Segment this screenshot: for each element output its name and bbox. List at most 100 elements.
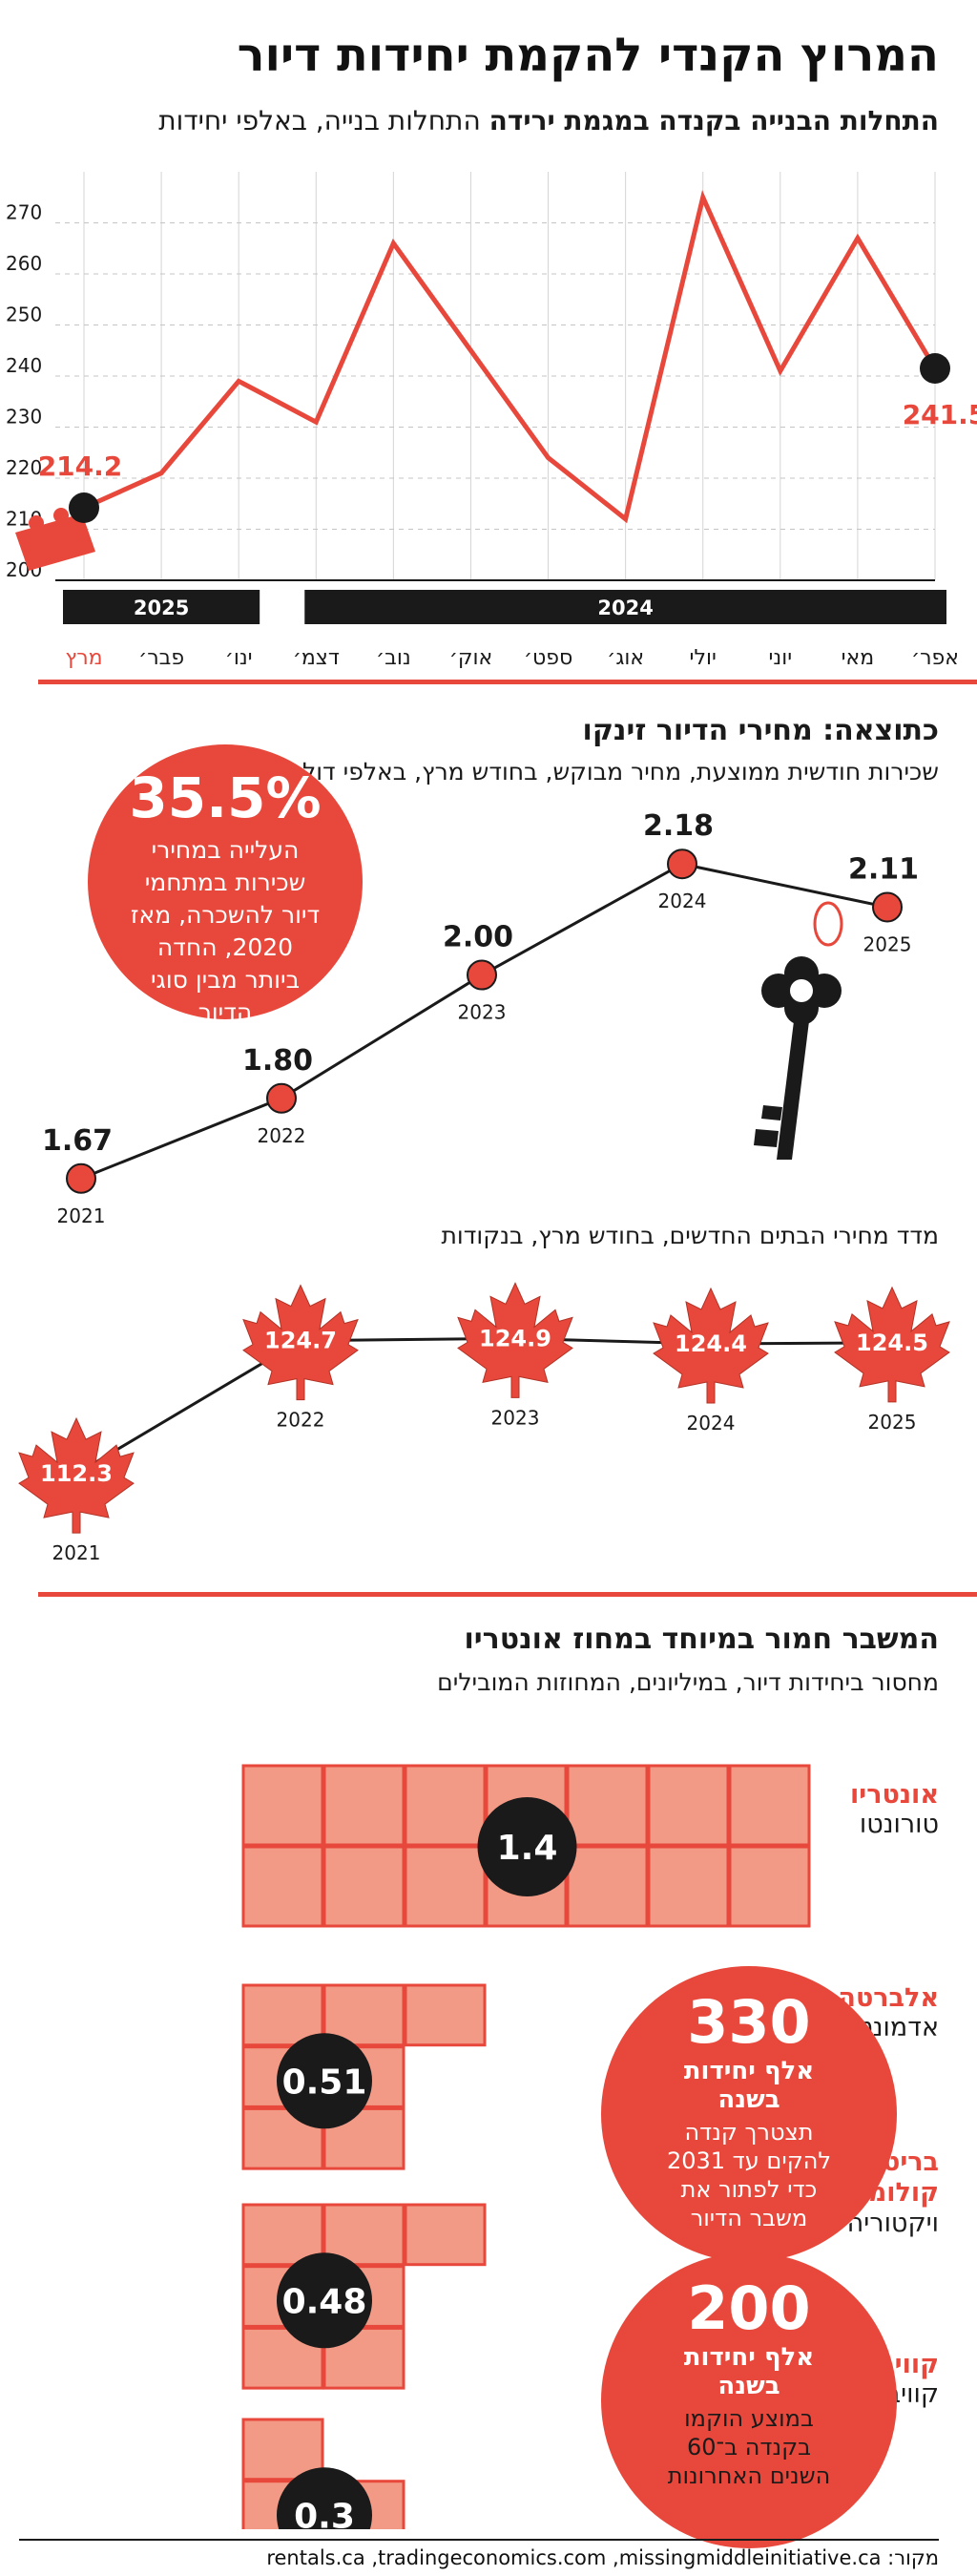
x-tick-label: נוב׳ <box>376 646 411 668</box>
rent-year-label: 2023 <box>458 1001 507 1024</box>
x-tick-label: ינו׳ <box>225 646 253 668</box>
x-tick-label: יוני <box>768 646 792 668</box>
x-tick-label: דצמ׳ <box>293 646 340 668</box>
y-tick-label: 220 <box>6 456 42 479</box>
index-value-label: 124.9 <box>479 1325 551 1351</box>
chart1-subtitle-bold: התחלות הבנייה בקנדה במגמת ירידה <box>488 105 939 136</box>
shortage-cell <box>241 2418 324 2482</box>
new-home-index-chart: 112.3 2021 124.7 2022 124.9 2023 124.4 2024 124.… <box>18 1282 950 1564</box>
rent-point <box>266 1082 297 1114</box>
x-tick-label: ספט׳ <box>524 646 572 668</box>
x-tick-label: מרץ <box>65 646 102 668</box>
rent-year-label: 2024 <box>658 890 707 912</box>
rent-callout: 35.5% העלייה במחירי שכירות במתחמי דיור ל… <box>88 744 363 1026</box>
shortage-value-label: 0.3 <box>294 2497 355 2529</box>
shortage-value-circle <box>277 2033 372 2129</box>
year-bar-2025 <box>63 590 260 624</box>
rent-section-title: כתוצאה: מחירי הדיור זינקו <box>582 714 939 747</box>
shortage-value-label: 0.51 <box>282 2063 367 2102</box>
x-tick-label: אפר׳ <box>911 646 959 668</box>
rent-year-label: 2021 <box>57 1204 106 1227</box>
rent-year-label: 2022 <box>258 1124 306 1147</box>
shortage-cell <box>566 1764 649 1847</box>
index-value-label: 124.7 <box>264 1328 337 1354</box>
shortage-cell <box>241 1845 324 1928</box>
year-bar-2024 <box>304 590 947 624</box>
section-divider-1 <box>38 680 977 684</box>
shortage-chart: 1.4 0.51 0.48 0.3 <box>241 1764 811 2529</box>
callout-200-bold: אלף יחידות בשנה <box>683 2343 815 2400</box>
maple-leaf-icon <box>834 1286 950 1403</box>
rent-callout-value: 35.5% <box>129 765 322 830</box>
shortage-cell <box>647 1764 730 1847</box>
y-tick-label: 240 <box>6 354 42 377</box>
chart1-subtitle-rest: התחלות בנייה, באלפי יחידות <box>158 105 489 136</box>
callout-330-text: תצטרך קנדה להקים עד 2031 כדי לפתור את מש… <box>666 2119 832 2231</box>
x-tick-label: יולי <box>690 646 717 668</box>
x-tick-label: מאי <box>842 646 875 668</box>
lego-brick-stud <box>29 515 44 532</box>
rent-value-label: 1.67 <box>42 1124 113 1158</box>
rent-year-label: 2025 <box>863 932 912 955</box>
series-line-building-starts <box>82 190 938 524</box>
shortage-cell <box>404 1764 487 1847</box>
source-footer: מקור: rentals.ca ,tradingeconomics.com ,… <box>19 2539 939 2569</box>
index-value-label: 112.3 <box>40 1460 113 1487</box>
shortage-section-subtitle: מחסור ביחידות דיור, במיליונים, המחוזות ה… <box>437 1668 939 1696</box>
shortage-value-circle <box>277 2467 372 2529</box>
key-ring-icon <box>813 901 843 947</box>
shortage-cell <box>241 2203 324 2267</box>
shortage-value-label: 0.48 <box>282 2282 367 2321</box>
callout-330-bold: אלף יחידות בשנה <box>683 2057 815 2114</box>
endpoint-marker <box>69 492 99 524</box>
chart1-subtitle: התחלות הבנייה בקנדה במגמת ירידה התחלות ב… <box>158 105 939 136</box>
rent-value-label: 1.80 <box>242 1044 313 1078</box>
index-year-label: 2025 <box>868 1411 917 1434</box>
callout-330: 330 אלף יחידות בשנה תצטרך קנדה להקים עד … <box>601 1966 897 2262</box>
shortage-section-title: המשבר חמור במיוחד במחוז אונטריו <box>464 1623 940 1656</box>
y-tick-label: 230 <box>6 406 42 429</box>
shortage-cell <box>322 1764 405 1847</box>
shortage-cell <box>404 2203 487 2267</box>
shortage-cell <box>647 1845 730 1928</box>
rent-value-label: 2.00 <box>443 921 513 954</box>
rent-point <box>872 891 903 923</box>
rent-section-subtitle: שכירות חודשית ממוצעת, מחיר מבוקש, בחודש … <box>236 758 939 785</box>
rent-chart: 1.67 2021 1.80 2022 2.00 2023 2.18 2024 2.11 2025 <box>42 809 919 1227</box>
x-tick-label: אוג׳ <box>607 646 644 668</box>
x-tick-label: פבר׳ <box>138 646 184 668</box>
shortage-cell <box>241 1983 324 2047</box>
shortage-value-label: 1.4 <box>497 1829 558 1868</box>
y-tick-label: 260 <box>6 252 42 275</box>
shortage-cell <box>404 1845 487 1928</box>
maple-leaf-icon <box>457 1282 573 1398</box>
index-value-label: 124.4 <box>675 1330 747 1357</box>
maple-leaf-icon <box>653 1287 769 1404</box>
x-tick-label: אוק׳ <box>449 646 492 668</box>
rent-callout-text: העלייה במחירי שכירות במתחמי דיור להשכרה,… <box>130 836 321 1026</box>
province-city: טורונטו <box>859 1810 939 1839</box>
rent-value-label: 2.11 <box>848 852 919 886</box>
lego-brick-stud <box>53 508 69 524</box>
callout-200-value: 200 <box>687 2273 811 2343</box>
callout-200-text: במוצע הוקמו בקנדה ב־60 השנים האחרונות <box>667 2405 831 2489</box>
index-value-label: 124.5 <box>856 1330 928 1356</box>
rent-value-label: 2.18 <box>643 809 714 843</box>
key-icon <box>754 956 842 1160</box>
shortage-cell <box>728 1845 811 1928</box>
section-divider-2 <box>38 1592 977 1597</box>
index-year-label: 2024 <box>687 1412 736 1435</box>
callout-200: 200 אלף יחידות בשנה במוצע הוקמו בקנדה ב־… <box>601 2252 897 2548</box>
y-tick-label: 270 <box>6 201 42 224</box>
year-label-2025: 2025 <box>134 597 189 619</box>
index-section-subtitle: מדד מחירי הבתים החדשים, בחודש מרץ, בנקוד… <box>441 1222 940 1249</box>
province-label-ontario: אונטריו טורונטו <box>777 1780 939 1839</box>
shortage-value-circle <box>277 2252 372 2349</box>
maple-leaf-icon <box>18 1416 135 1534</box>
province-name: אלברטה <box>838 1983 939 2013</box>
index-year-label: 2023 <box>491 1406 540 1429</box>
maple-leaf-icon <box>242 1284 359 1401</box>
endpoint-marker <box>920 352 950 384</box>
callout-330-value: 330 <box>687 1987 811 2057</box>
